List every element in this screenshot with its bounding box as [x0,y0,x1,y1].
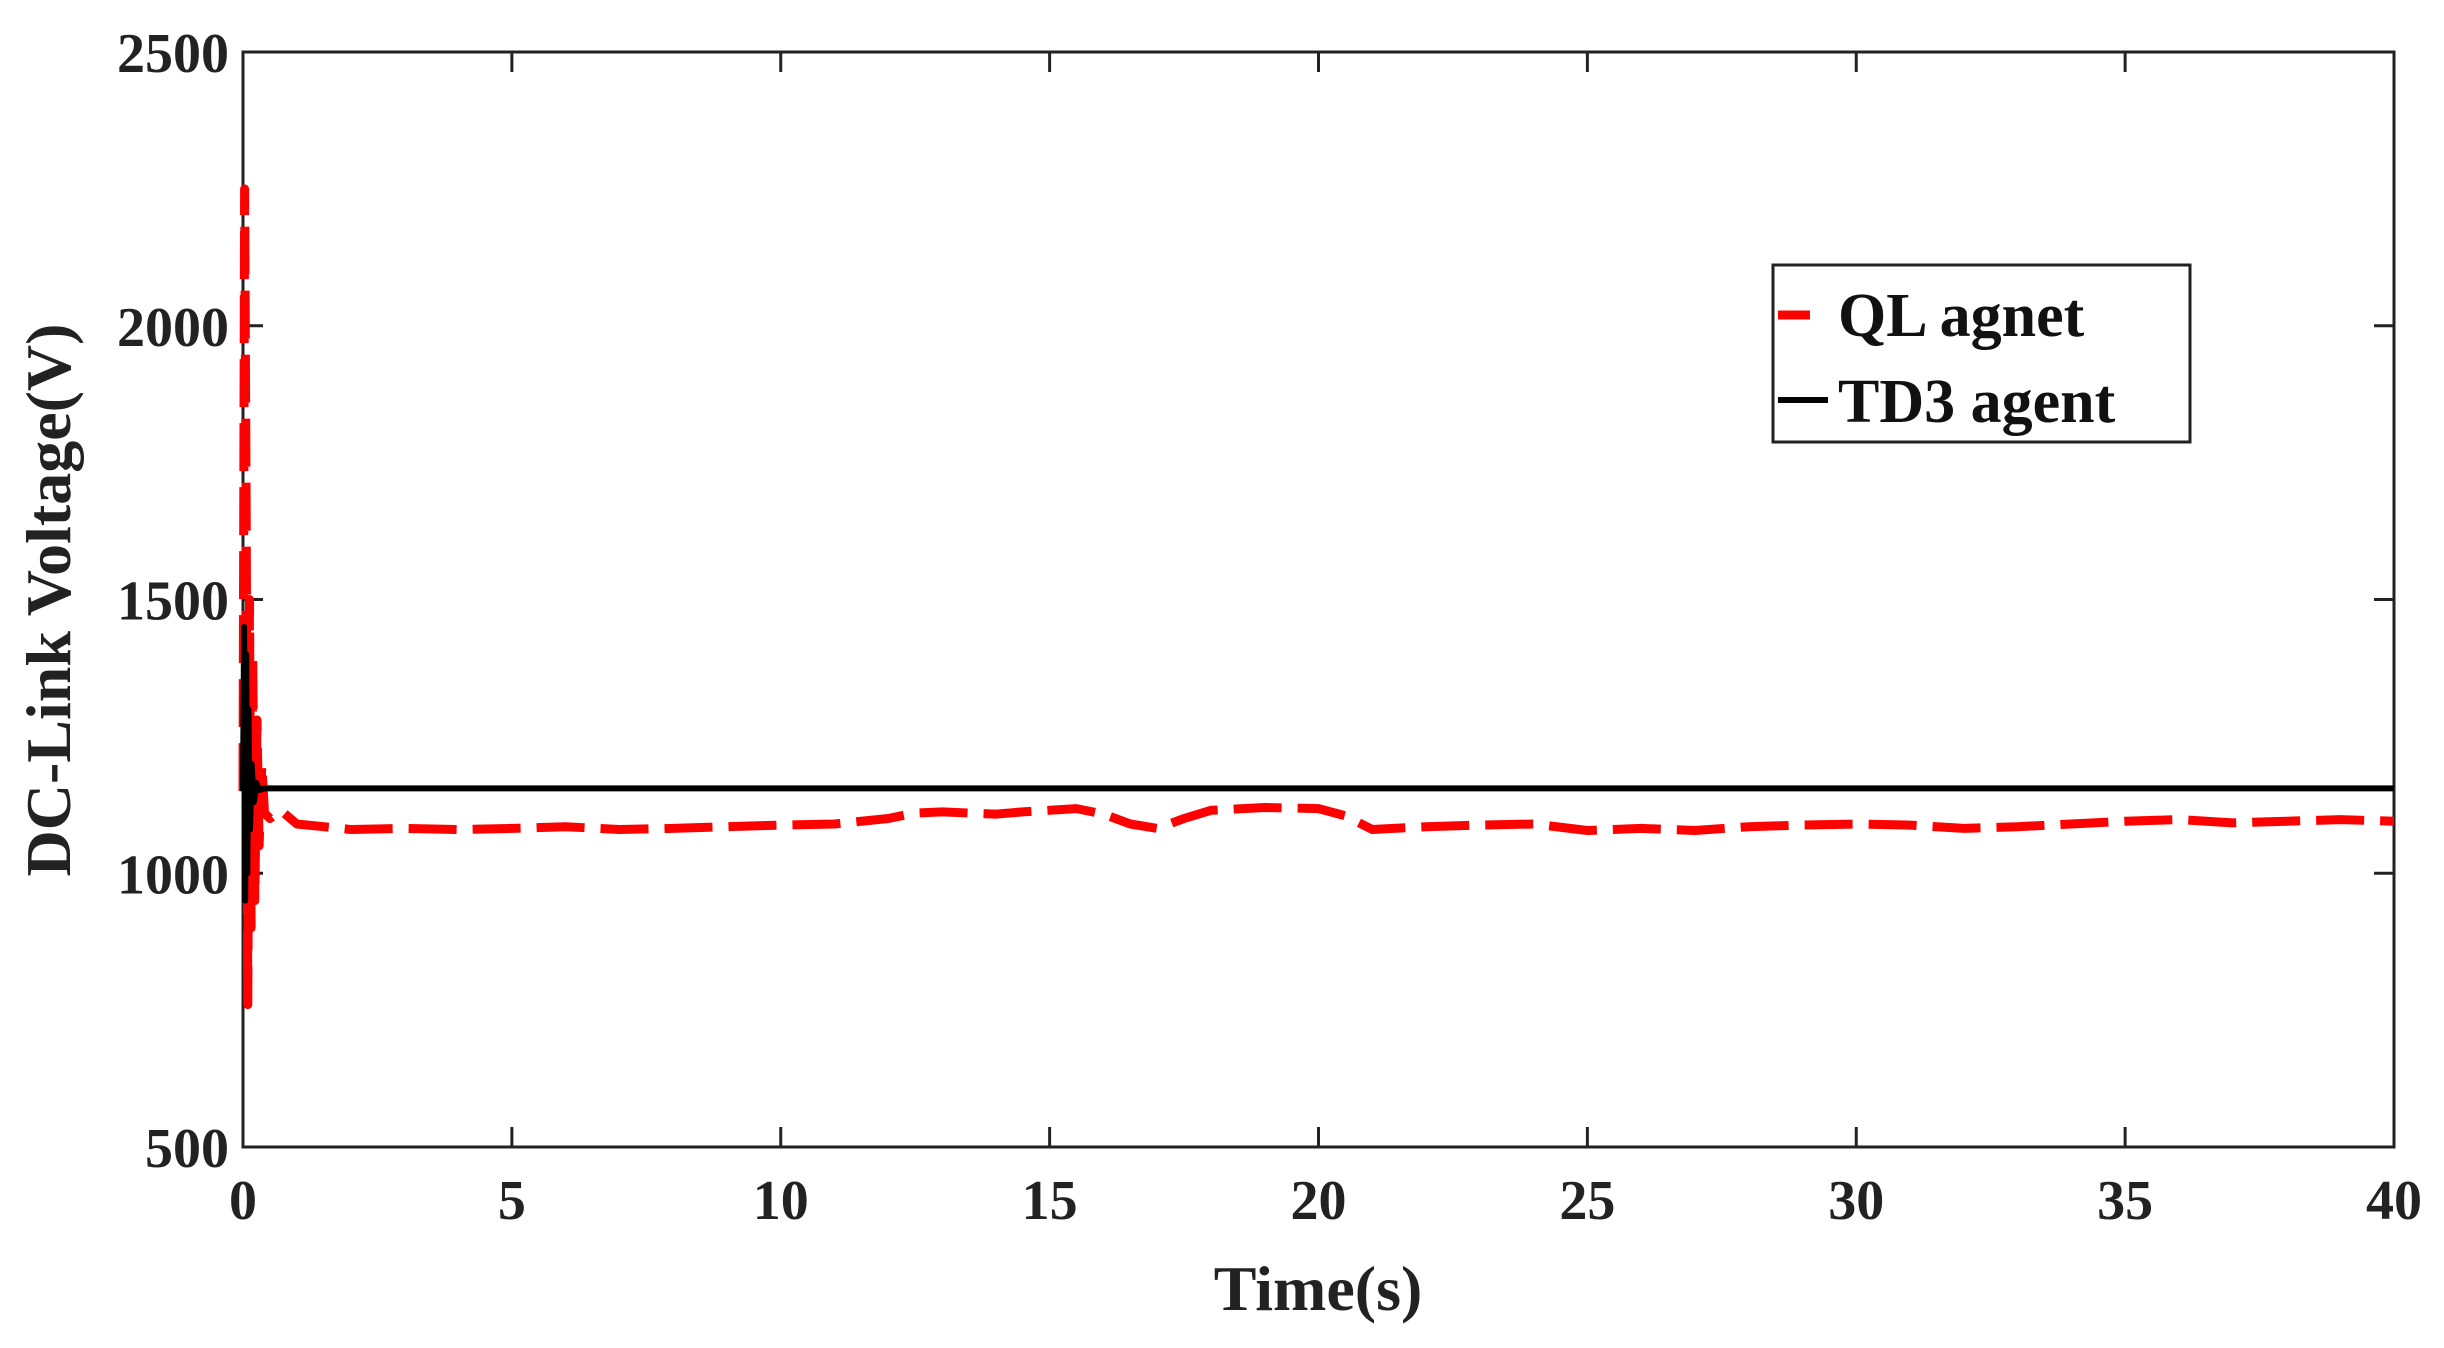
series-layer [238,184,2395,1010]
x-tick-label: 5 [498,1170,526,1232]
y-tick-label: 1000 [117,844,229,906]
x-axis-label: Time(s) [1214,1253,1423,1324]
series-line-ql-agnet [238,184,2395,1010]
x-tick-label: 40 [2366,1170,2422,1232]
x-tick-label: 20 [1291,1170,1347,1232]
x-tick-label: 30 [1828,1170,1884,1232]
y-tick-label: 2000 [117,297,229,359]
x-tick-label: 15 [1022,1170,1078,1232]
y-tick-label: 1500 [117,571,229,633]
y-axis: 500 1000 1500 2000 2500 [117,23,2394,1180]
x-tick-label: 35 [2097,1170,2153,1232]
x-tick-label: 25 [1559,1170,1615,1232]
legend: QL agnet TD3 agent [1771,263,2192,444]
legend-label-ql-agnet: QL agnet [1838,282,2085,350]
y-axis-label: DC-Link Voltage(V) [13,324,84,877]
plot-area [241,50,2396,1149]
x-axis: 0 5 10 15 20 25 30 35 40 [229,52,2422,1232]
x-tick-label: 0 [229,1170,257,1232]
series-line-td3-agent [240,623,2394,904]
x-tick-label: 10 [753,1170,809,1232]
legend-label-td3-agent: TD3 agent [1838,368,2116,436]
legend-box [1771,263,2192,444]
y-tick-label: 500 [145,1118,229,1180]
y-tick-label: 2500 [117,23,229,85]
